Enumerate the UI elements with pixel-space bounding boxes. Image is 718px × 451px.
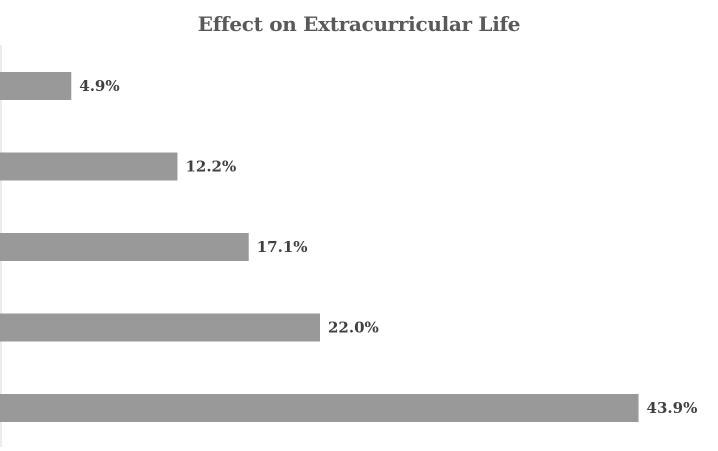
data-label-4: 43.9% (647, 399, 698, 417)
data-label-1: 12.2% (185, 158, 236, 176)
data-label-0: 4.9% (79, 77, 119, 95)
bar-4 (0, 394, 639, 422)
bar-0 (0, 72, 72, 100)
chart-title: Effect on Extracurricular Life (197, 12, 521, 36)
data-labels-group: 4.9% 12.2% 17.1% 22.0% 43.9% (79, 77, 697, 417)
data-label-2: 17.1% (257, 238, 308, 256)
data-label-3: 22.0% (328, 319, 379, 337)
bars-group (0, 72, 639, 422)
bar-1 (0, 152, 178, 181)
bar-2 (0, 233, 249, 261)
bar-3 (0, 313, 320, 342)
